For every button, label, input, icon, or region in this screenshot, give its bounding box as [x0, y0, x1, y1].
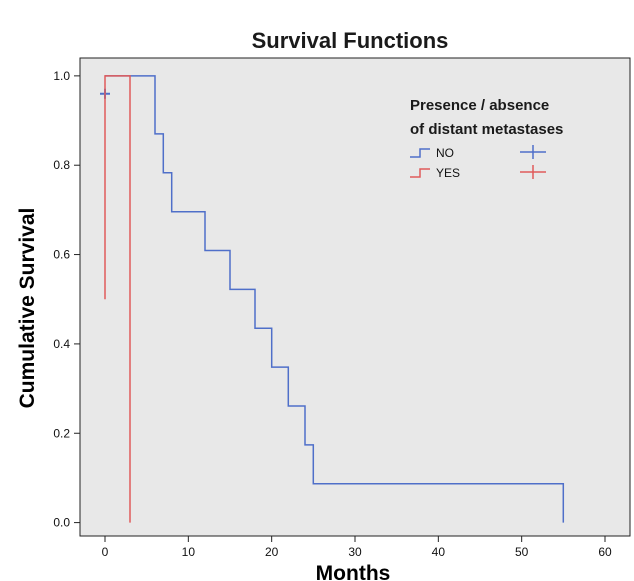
axis-ticks: 0 10 20 30 40 50 60 0.0 0.2 0.4 0.6 0.8 1.0: [53, 69, 612, 559]
legend: Presence / absence of distant metastases…: [410, 97, 563, 180]
survival-line-no: [105, 75, 565, 523]
x-tick-label: 60: [598, 545, 612, 559]
x-tick-label: 40: [432, 545, 446, 559]
y-axis-label: Cumulative Survival: [16, 208, 39, 409]
legend-swatch-yes: [410, 168, 430, 178]
y-tick-label: 0.8: [53, 158, 70, 172]
x-axis-label: Months: [316, 562, 391, 581]
x-tick-label: 50: [515, 545, 529, 559]
y-tick-label: 0.2: [53, 426, 70, 440]
legend-swatch-no: [410, 148, 430, 158]
legend-title-line-1: Presence / absence: [410, 97, 549, 114]
x-tick-label: 20: [265, 545, 279, 559]
legend-label-no: NO: [436, 146, 454, 160]
y-tick-label: 0.6: [53, 248, 70, 262]
chart-title: Survival Functions: [252, 28, 449, 53]
y-tick-label: 0.0: [53, 516, 70, 530]
x-tick-label: 0: [102, 545, 109, 559]
y-tick-label: 1.0: [53, 69, 70, 83]
legend-censor-marker-no: [520, 145, 546, 159]
survival-line-yes: [104, 75, 131, 523]
legend-label-yes: YES: [436, 166, 460, 180]
x-tick-label: 10: [182, 545, 196, 559]
series-lines: [100, 75, 565, 523]
x-tick-label: 30: [348, 545, 362, 559]
legend-title-line-2: of distant metastases: [410, 121, 563, 138]
legend-censor-marker-yes: [520, 165, 546, 179]
plot-background: [79, 57, 631, 537]
y-tick-label: 0.4: [53, 337, 70, 351]
